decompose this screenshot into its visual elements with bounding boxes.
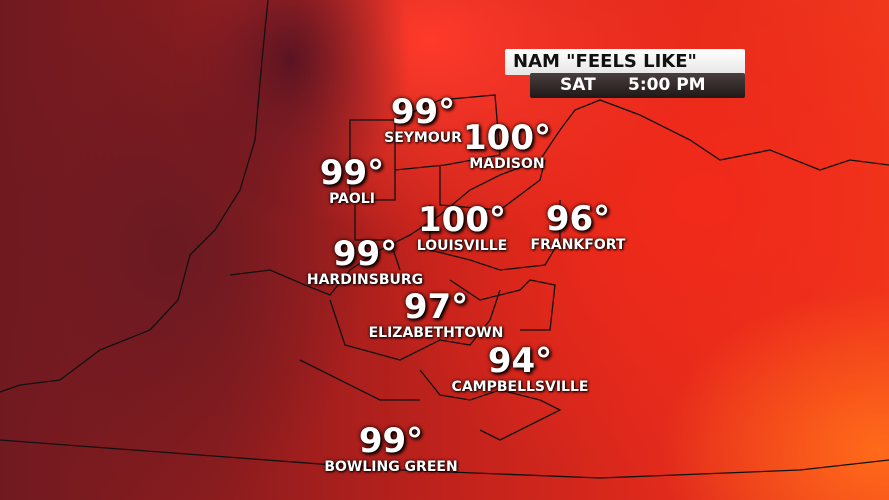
temperature: 99°: [319, 153, 385, 193]
city-name: BOWLING GREEN: [324, 459, 458, 475]
city-frankfort: 96° FRANKFORT: [531, 201, 626, 253]
temperature: 99°: [390, 92, 456, 132]
city-bowling-green: 99° BOWLING GREEN: [324, 423, 457, 475]
state-boundary-indiana-illinois: [0, 0, 269, 393]
state-boundary-kentucky-tennessee: [0, 439, 889, 479]
temperature: 94°: [487, 341, 553, 381]
city-elizabethtown: 97° ELIZABETHTOWN: [369, 289, 504, 341]
forecast-day: SAT: [560, 75, 596, 95]
temperature: 97°: [403, 287, 469, 327]
county-lines: [299, 94, 562, 441]
city-name: SEYMOUR: [384, 130, 462, 146]
ohio-river: [229, 99, 889, 296]
temperature: 99°: [332, 234, 398, 274]
city-paoli: 99° PAOLI: [320, 155, 384, 207]
city-name: FRANKFORT: [530, 237, 626, 253]
city-madison: 100° MADISON: [463, 120, 551, 172]
city-seymour: 99° SEYMOUR: [384, 94, 462, 146]
temperature: 100°: [463, 118, 551, 158]
city-name: HARDINSBURG: [306, 272, 424, 288]
temperature: 96°: [545, 199, 611, 239]
forecast-time: 5:00 PM: [628, 75, 706, 95]
city-campbellsville: 94° CAMPBELLSVILLE: [452, 343, 589, 395]
city-name: ELIZABETHTOWN: [368, 325, 504, 341]
time-banner: SAT 5:00 PM: [530, 73, 745, 98]
temperature: 100°: [418, 200, 506, 240]
temperature: 99°: [358, 421, 424, 461]
map-title: NAM "FEELS LIKE": [513, 51, 697, 72]
city-name: PAOLI: [329, 191, 375, 207]
city-name: CAMPBELLSVILLE: [451, 379, 589, 395]
city-name: LOUISVILLE: [416, 238, 508, 254]
city-louisville: 100° LOUISVILLE: [417, 202, 507, 254]
city-name: MADISON: [469, 156, 545, 172]
city-hardinsburg: 99° HARDINSBURG: [307, 236, 423, 288]
title-banner: NAM "FEELS LIKE": [505, 49, 745, 75]
